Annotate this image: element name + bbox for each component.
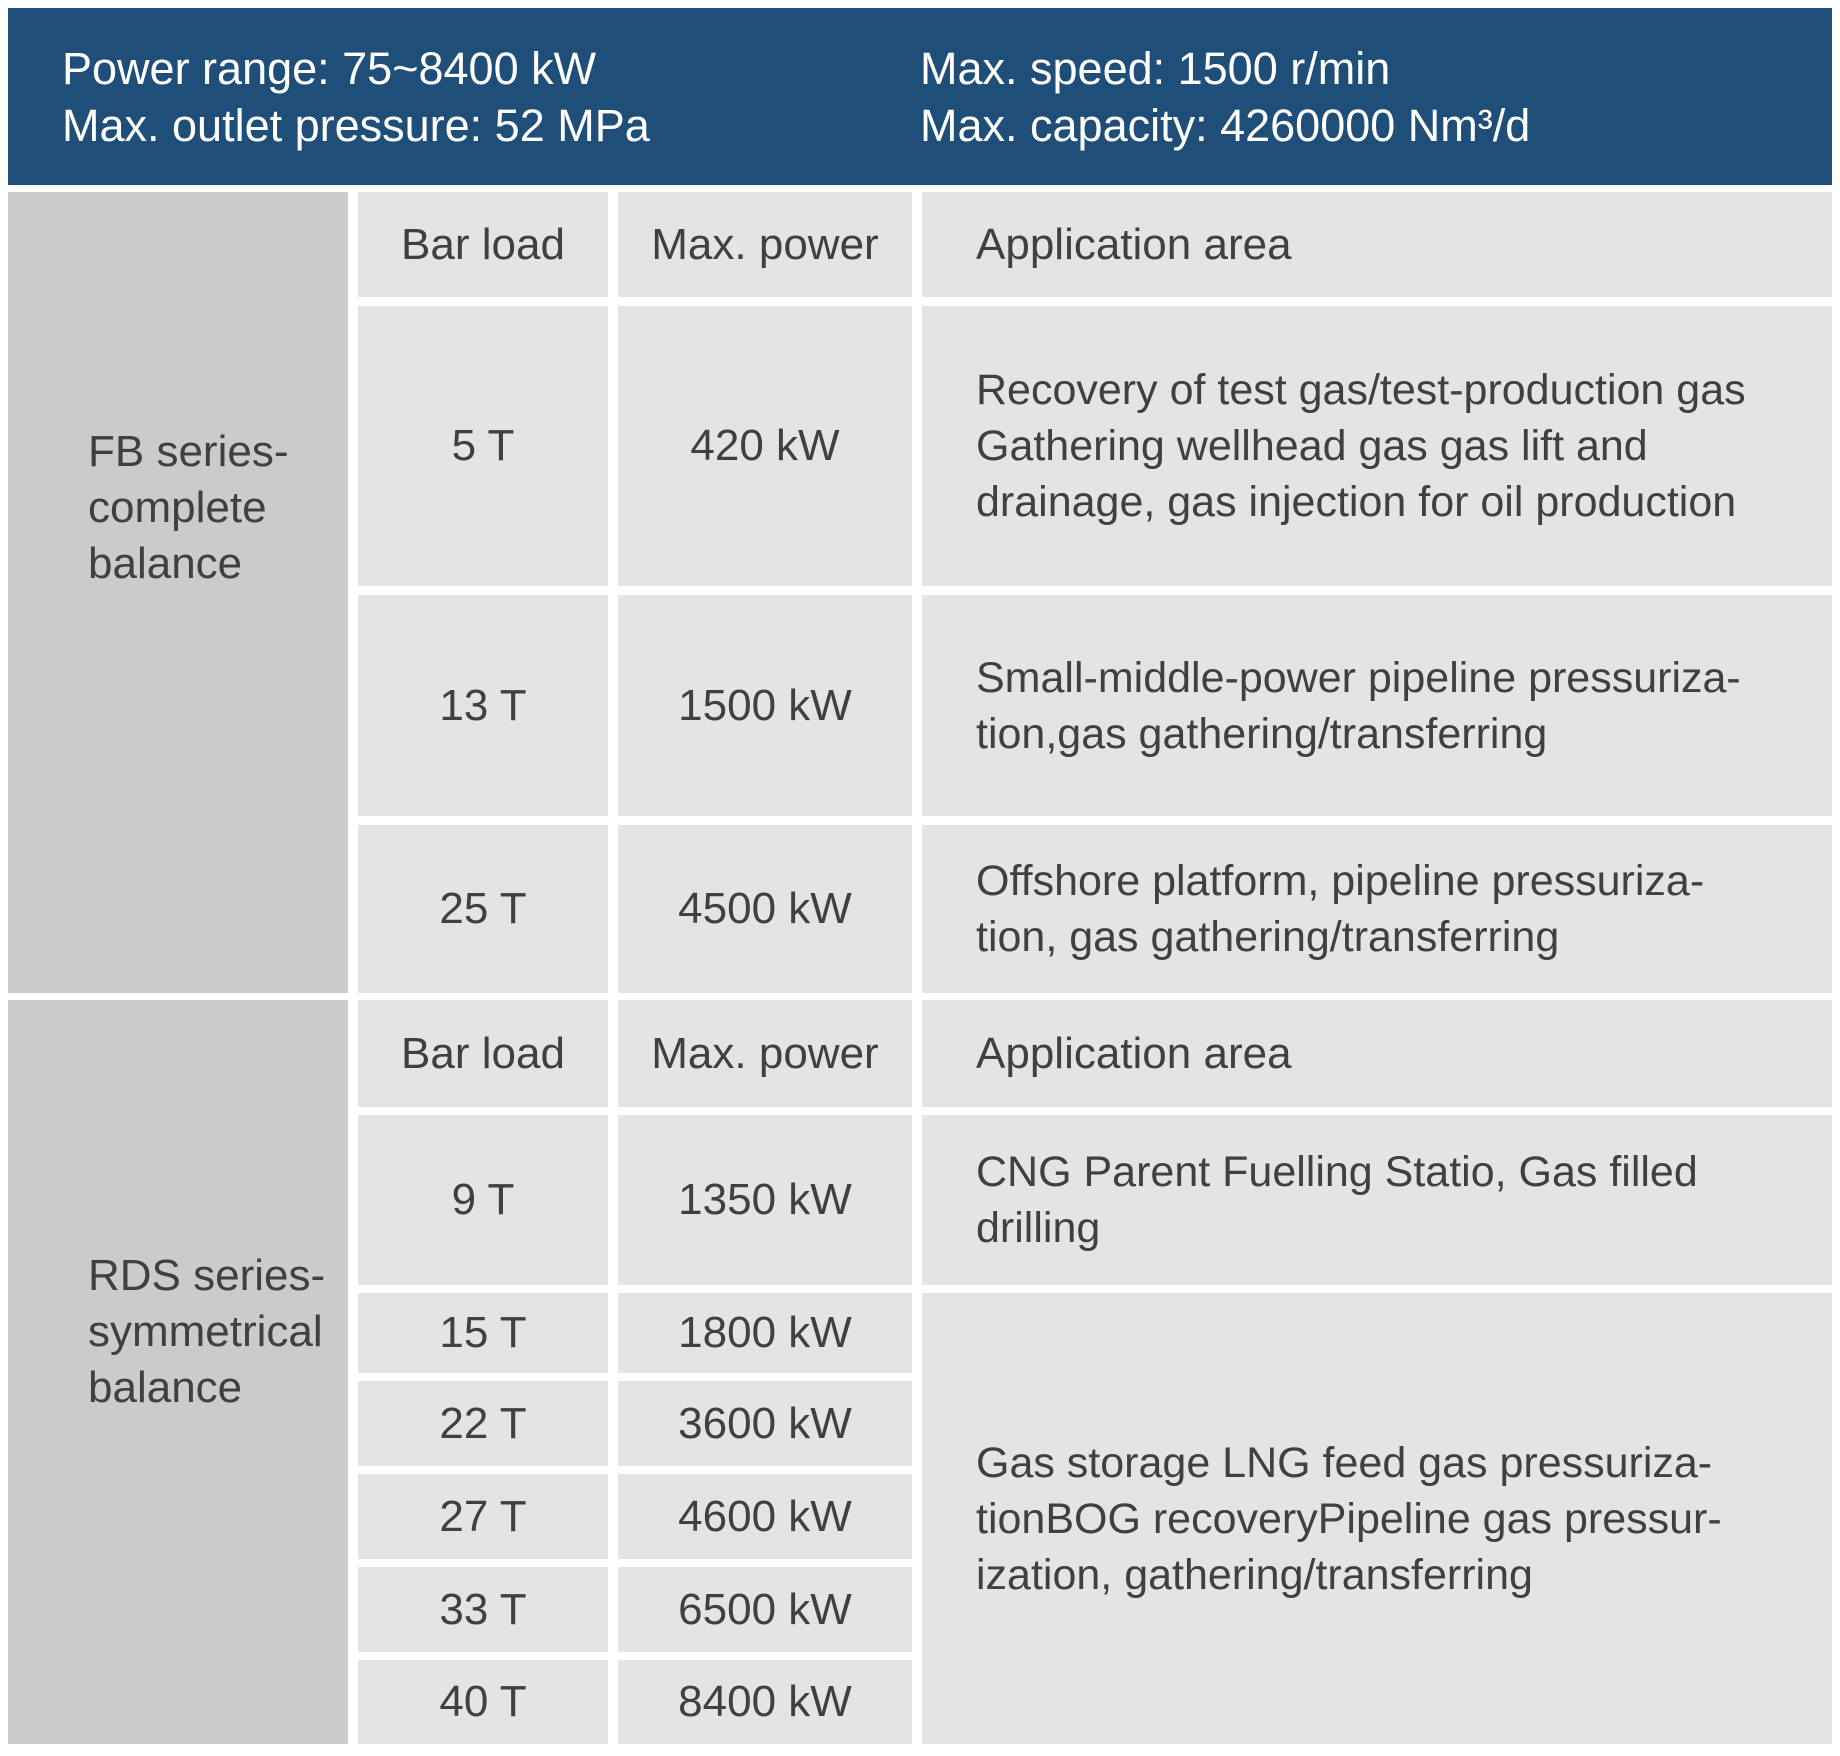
fb-row-25t-max-power: 4500 kW bbox=[618, 825, 912, 993]
header-banner: Power range: 75~8400 kW Max. outlet pres… bbox=[8, 8, 1832, 185]
rds-row-9t-bar-load: 9 T bbox=[358, 1115, 608, 1285]
series-label-rds: RDS series- symmetrical balance bbox=[8, 1000, 348, 1744]
rds-row-27t-bar-load: 27 T bbox=[358, 1474, 608, 1559]
fb-col-header-bar-load: Bar load bbox=[358, 192, 608, 297]
rds-row-22t-max-power: 3600 kW bbox=[618, 1381, 912, 1466]
rds-row-22t-bar-load: 22 T bbox=[358, 1381, 608, 1466]
fb-row-13t-bar-load: 13 T bbox=[358, 595, 608, 816]
max-outlet-pressure-text: Max. outlet pressure: 52 MPa bbox=[62, 99, 650, 151]
fb-row-25t-application: Offshore platform, pipeline pressuriza- … bbox=[922, 825, 1832, 993]
fb-row-25t-bar-load: 25 T bbox=[358, 825, 608, 993]
rds-row-15t-bar-load: 15 T bbox=[358, 1293, 608, 1373]
max-speed-text: Max. speed: 1500 r/min bbox=[920, 42, 1391, 94]
fb-row-13t-max-power: 1500 kW bbox=[618, 595, 912, 816]
series-label-fb: FB series- complete balance bbox=[8, 192, 348, 993]
fb-series-table: FB series- complete balance Bar load Max… bbox=[8, 192, 1832, 993]
fb-col-header-application-area: Application area bbox=[922, 192, 1832, 297]
rds-row-40t-max-power: 8400 kW bbox=[618, 1660, 912, 1744]
fb-row-5t-max-power: 420 kW bbox=[618, 306, 912, 586]
power-range-text: Power range: 75~8400 kW bbox=[62, 42, 597, 94]
fb-row-5t-application: Recovery of test gas/test-production gas… bbox=[922, 306, 1832, 586]
rds-row-33t-max-power: 6500 kW bbox=[618, 1567, 912, 1652]
rds-row-27t-max-power: 4600 kW bbox=[618, 1474, 912, 1559]
rds-col-header-bar-load: Bar load bbox=[358, 1000, 608, 1107]
max-capacity-text: Max. capacity: 4260000 Nm³/d bbox=[920, 99, 1531, 151]
header-right-column: Max. speed: 1500 r/min Max. capacity: 42… bbox=[920, 40, 1832, 154]
rds-row-15t-max-power: 1800 kW bbox=[618, 1293, 912, 1373]
rds-col-header-application-area: Application area bbox=[922, 1000, 1832, 1107]
rds-row-33t-bar-load: 33 T bbox=[358, 1567, 608, 1652]
rds-series-table: RDS series- symmetrical balance Bar load… bbox=[8, 1000, 1832, 1744]
rds-col-header-max-power: Max. power bbox=[618, 1000, 912, 1107]
fb-row-13t-application: Small-middle-power pipeline pressuriza- … bbox=[922, 595, 1832, 816]
rds-row-9t-application: CNG Parent Fuelling Statio, Gas filled d… bbox=[922, 1115, 1832, 1285]
rds-merged-application: Gas storage LNG feed gas pressuriza- tio… bbox=[922, 1293, 1832, 1744]
fb-col-header-max-power: Max. power bbox=[618, 192, 912, 297]
rds-row-40t-bar-load: 40 T bbox=[358, 1660, 608, 1744]
fb-row-5t-bar-load: 5 T bbox=[358, 306, 608, 586]
rds-row-9t-max-power: 1350 kW bbox=[618, 1115, 912, 1285]
header-left-column: Power range: 75~8400 kW Max. outlet pres… bbox=[8, 40, 920, 154]
